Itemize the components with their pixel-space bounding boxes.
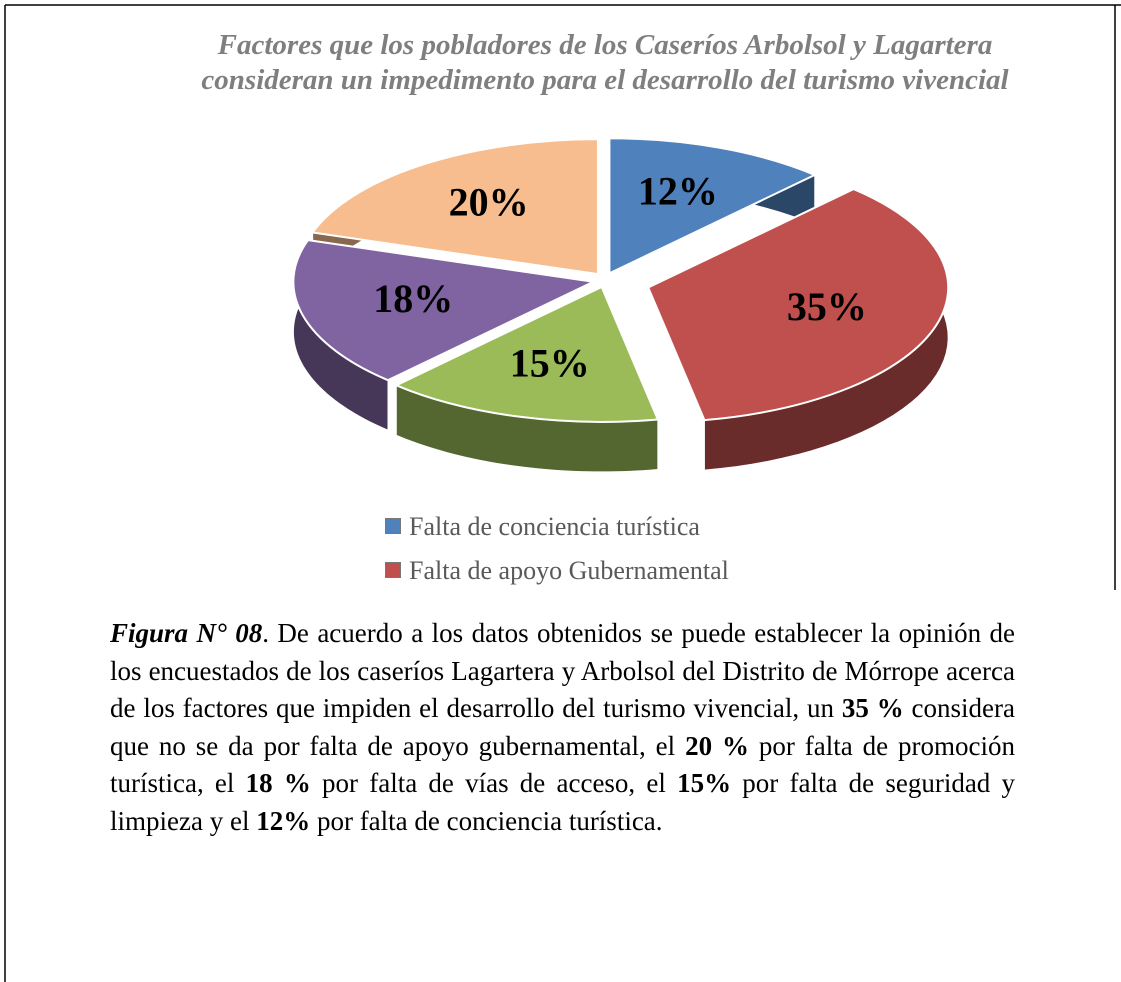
pie-slice (393, 285, 660, 423)
legend-swatch (385, 518, 401, 534)
caption-run: por falta de conciencia turística. (310, 805, 663, 836)
data-label: 15% (510, 340, 590, 385)
pie-tops: 12% 35% 15% 18% 20% (292, 137, 950, 423)
caption-run: 35 % (841, 693, 904, 723)
data-label: 18% (373, 276, 453, 321)
legend-item: Falta de apoyo Gubernamental (385, 549, 729, 593)
caption-run: . De acuerdo a los datos obtenidos se pu… (110, 618, 1015, 723)
pie-slice (310, 138, 599, 276)
data-label: 35% (787, 284, 867, 329)
legend-label: Falta de apoyo Gubernamental (409, 556, 729, 585)
legend-label: Falta de conciencia turística (409, 512, 700, 541)
caption-run: 15% (677, 768, 732, 798)
legend-item: Falta de conciencia turística (385, 505, 729, 549)
legend: Falta de conciencia turística Falta de ap… (385, 505, 729, 593)
caption-run: 18 % (245, 768, 311, 798)
data-label: 20% (449, 180, 529, 225)
caption-run: por falta de promoción turística, el (110, 730, 1016, 799)
pie-slice (646, 188, 950, 422)
pie-slice (608, 137, 818, 275)
legend-swatch (385, 562, 401, 578)
caption-run: por falta de vías de acceso, el (310, 768, 678, 798)
pie-slice (292, 238, 597, 382)
caption-run: 12% (256, 805, 311, 836)
data-label: 12% (638, 169, 718, 214)
caption: Figura N° 08. De acuerdo a los datos obt… (110, 615, 1015, 840)
caption-run: considera que no se da por falta de apoy… (110, 693, 1015, 761)
chart-title: Factores que los pobladores de los Caser… (201, 29, 1009, 96)
caption-run: Figura N° 08 (110, 618, 263, 648)
caption-run: 20 % (685, 730, 749, 761)
caption-run: por falta de seguridad y limpieza y el (110, 768, 1016, 836)
